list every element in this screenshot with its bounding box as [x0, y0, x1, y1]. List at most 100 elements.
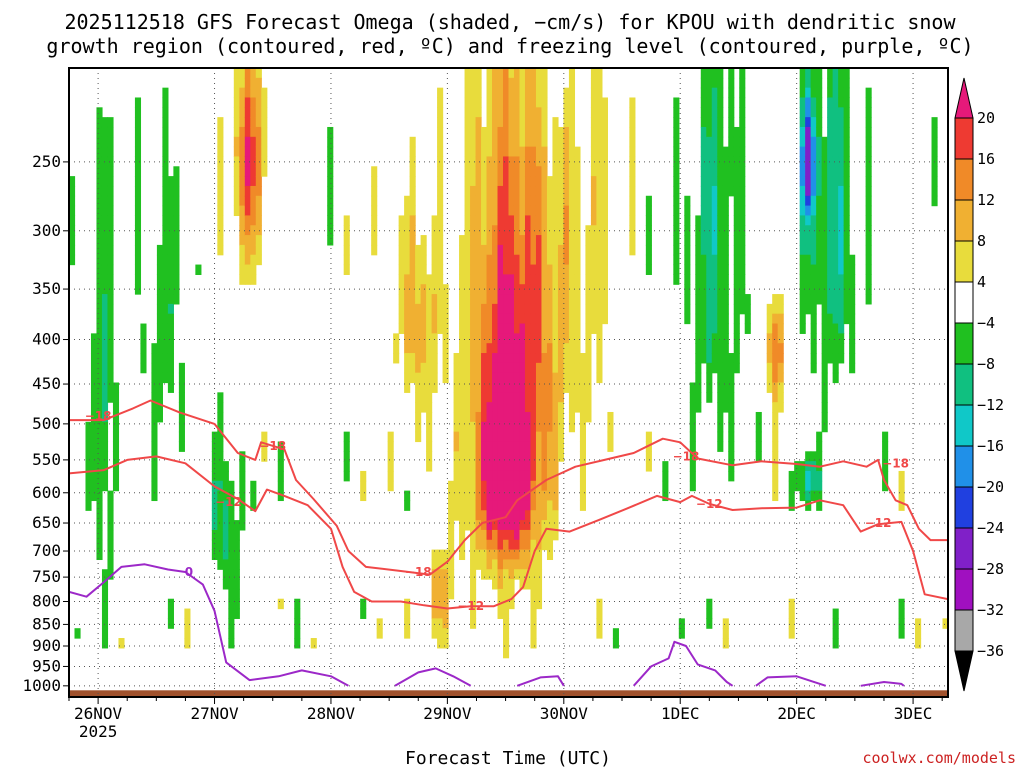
omega-cell — [673, 107, 680, 118]
omega-cell — [211, 461, 218, 472]
omega-cell — [684, 205, 691, 217]
omega-cell — [684, 313, 691, 325]
omega-cell — [437, 117, 444, 128]
omega-cell — [244, 126, 251, 138]
omega-cell — [420, 244, 427, 256]
omega-cell — [470, 510, 477, 521]
omega-cell — [535, 68, 543, 79]
omega-cell — [167, 608, 174, 619]
omega-cell — [167, 215, 174, 226]
omega-cell — [739, 176, 746, 187]
omega-cell — [552, 441, 559, 452]
omega-cell — [579, 353, 587, 364]
omega-cell — [744, 303, 751, 315]
omega-cell — [470, 195, 477, 207]
omega-cell — [492, 529, 499, 541]
omega-cell — [557, 451, 565, 462]
omega-cell — [519, 382, 526, 393]
omega-cell — [464, 431, 471, 443]
omega-cell — [481, 431, 488, 443]
omega-cell — [437, 264, 444, 275]
omega-cell — [464, 451, 471, 462]
omega-cell — [475, 343, 482, 354]
omega-cell — [69, 254, 76, 266]
omega-cell — [107, 254, 114, 266]
omega-cell — [244, 87, 251, 99]
omega-cell — [706, 126, 713, 138]
omega-cell — [513, 235, 521, 246]
omega-cell — [497, 185, 504, 197]
omega-cell — [398, 313, 405, 325]
omega-cell — [481, 480, 488, 492]
omega-cell — [217, 146, 224, 158]
omega-cell — [426, 441, 433, 452]
omega-cell — [508, 146, 515, 158]
omega-cell — [310, 638, 317, 649]
omega-cell — [228, 628, 235, 639]
contour-freezing-level-bump-1dec — [632, 640, 734, 687]
omega-cell — [239, 264, 246, 275]
omega-cell — [222, 490, 229, 502]
omega-cell — [475, 333, 482, 344]
omega-cell — [546, 264, 554, 275]
omega-cell — [838, 254, 845, 266]
omega-cell — [706, 264, 713, 275]
omega-cell — [90, 382, 98, 393]
omega-cell — [503, 294, 510, 305]
omega-cell — [629, 117, 636, 128]
omega-cell — [459, 520, 466, 531]
omega-cell — [453, 392, 460, 403]
omega-cell — [552, 461, 559, 472]
omega-cell — [530, 136, 537, 148]
omega-cell — [557, 421, 565, 433]
omega-cell — [96, 294, 103, 305]
omega-cell — [464, 274, 471, 285]
omega-cell — [371, 244, 378, 256]
omega-cell — [827, 323, 834, 334]
colorbar-segment — [954, 199, 974, 242]
omega-cell — [838, 313, 845, 325]
omega-cell — [711, 87, 718, 99]
omega-cell — [233, 549, 240, 561]
credit-link[interactable]: coolwx.com/models — [862, 749, 1016, 767]
omega-cell — [700, 274, 707, 285]
colorbar-label: 8 — [977, 232, 986, 250]
omega-cell — [843, 215, 850, 226]
omega-cell — [541, 461, 548, 472]
omega-cell — [513, 107, 521, 118]
omega-cell — [151, 362, 158, 374]
omega-cell — [541, 264, 548, 275]
omega-cell — [464, 343, 471, 354]
omega-cell — [486, 431, 493, 443]
omega-cell — [508, 126, 515, 138]
omega-cell — [843, 136, 850, 148]
omega-cell — [513, 392, 521, 403]
omega-cell — [453, 382, 460, 393]
omega-cell — [568, 353, 576, 364]
omega-cell — [535, 323, 543, 334]
omega-cell — [574, 254, 581, 266]
omega-cell — [503, 598, 510, 610]
omega-cell — [827, 244, 834, 256]
omega-cell — [470, 107, 477, 118]
omega-cell — [431, 303, 438, 315]
omega-cell — [728, 421, 735, 433]
omega-cell — [250, 126, 257, 138]
omega-cell — [442, 333, 449, 344]
omega-cell — [90, 431, 98, 443]
omega-cell — [481, 176, 488, 187]
omega-cell — [574, 185, 581, 197]
omega-cell — [546, 490, 554, 502]
omega-cell — [865, 264, 872, 275]
omega-cell — [233, 598, 240, 610]
omega-cell — [706, 392, 713, 403]
omega-cell — [464, 284, 471, 295]
omega-cell — [112, 402, 120, 413]
omega-cell — [508, 529, 515, 541]
omega-cell — [459, 451, 466, 462]
omega-cell — [574, 392, 581, 403]
omega-cell — [69, 235, 76, 246]
omega-cell — [865, 156, 872, 167]
omega-cell — [140, 323, 147, 334]
omega-cell — [772, 480, 779, 492]
